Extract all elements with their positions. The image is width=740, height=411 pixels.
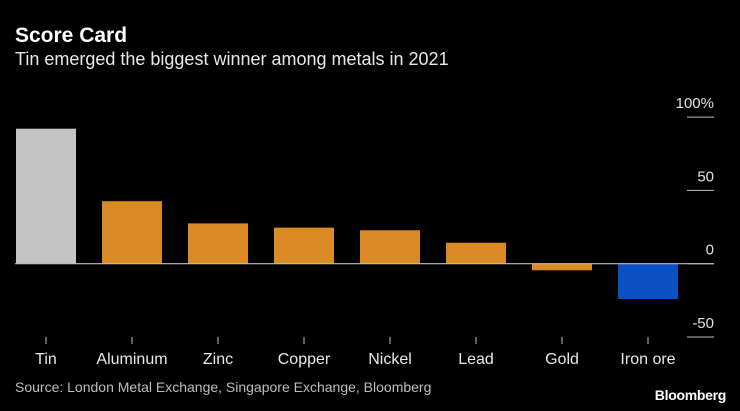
y-tick-label: 100% — [676, 95, 714, 112]
y-tick-label: 50 — [697, 168, 714, 185]
bar-lead — [446, 242, 506, 264]
x-tick-label: Gold — [545, 351, 579, 368]
chart-title: Score Card — [15, 24, 128, 47]
bar-nickel — [360, 230, 420, 264]
bar-aluminum — [102, 201, 162, 264]
bar-zinc — [188, 223, 248, 264]
x-tick-label: Tin — [35, 351, 57, 368]
bar-tin — [16, 128, 76, 264]
source-note: Source: London Metal Exchange, Singapore… — [15, 379, 432, 395]
x-tick-label: Aluminum — [96, 351, 167, 368]
y-tick-label: 0 — [706, 242, 714, 259]
bar-copper — [274, 227, 334, 264]
bloomberg-logo: Bloomberg — [654, 387, 727, 403]
chart-subtitle: Tin emerged the biggest winner among met… — [15, 49, 449, 69]
bar-gold — [532, 263, 592, 271]
x-tick-label: Iron ore — [620, 351, 675, 368]
x-tick-label: Lead — [458, 351, 494, 368]
y-tick-label: -50 — [692, 315, 714, 332]
bar-iron-ore — [618, 263, 678, 300]
x-tick-label: Nickel — [368, 351, 412, 368]
x-tick-label: Zinc — [203, 351, 233, 368]
x-tick-label: Copper — [278, 351, 331, 368]
